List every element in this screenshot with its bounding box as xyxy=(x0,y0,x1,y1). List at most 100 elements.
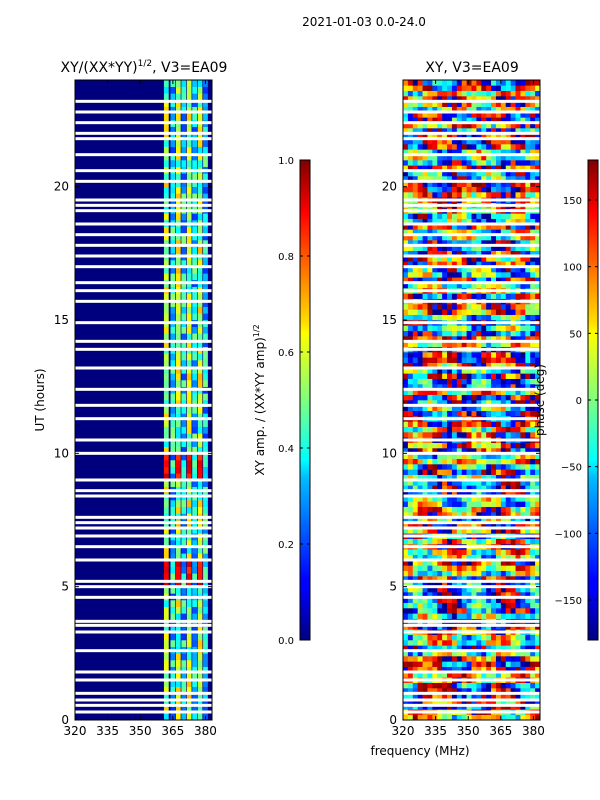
heatmap-cell xyxy=(500,138,507,145)
heatmap-cell xyxy=(530,522,536,529)
heatmap-cell xyxy=(407,613,414,619)
heatmap-cell xyxy=(471,96,477,102)
heatmap-cell xyxy=(495,357,502,363)
heatmap-cell xyxy=(456,330,463,337)
heatmap-cell xyxy=(175,113,181,121)
heatmap-cell xyxy=(447,570,453,577)
heatmap-cell xyxy=(403,490,409,497)
heatmap-cell xyxy=(471,272,477,278)
heatmap-cell xyxy=(407,352,414,358)
heatmap-cell xyxy=(447,229,453,235)
heatmap-cell xyxy=(181,293,187,301)
heatmap-cell xyxy=(442,576,448,582)
heatmap-cell xyxy=(192,453,197,461)
heatmap-cell xyxy=(407,645,414,651)
heatmap-cell xyxy=(491,448,497,454)
heatmap-cell xyxy=(456,250,463,257)
heatmap-cell xyxy=(456,714,463,721)
heatmap-cell xyxy=(403,149,409,155)
heatmap-cell xyxy=(197,600,203,607)
heatmap-cell xyxy=(535,378,541,385)
heatmap-cell xyxy=(170,526,176,534)
heatmap-cell xyxy=(403,133,409,139)
heatmap-cell xyxy=(447,469,453,475)
heatmap-cell xyxy=(447,426,453,433)
heatmap-cell xyxy=(422,341,428,347)
heatmap-cell xyxy=(163,606,169,614)
x-tick-label: 320 xyxy=(64,724,87,738)
heatmap-cell xyxy=(163,580,169,587)
heatmap-cell xyxy=(432,80,438,86)
heatmap-cell xyxy=(525,101,531,107)
heatmap-cell xyxy=(466,192,472,198)
heatmap-cell xyxy=(510,330,516,337)
heatmap-cell xyxy=(181,540,187,547)
heatmap-cell xyxy=(163,693,169,701)
heatmap-cell xyxy=(403,554,409,561)
heatmap-cell xyxy=(471,117,477,123)
heatmap-cell xyxy=(412,394,418,401)
heatmap-cell xyxy=(510,693,516,699)
heatmap-cell xyxy=(186,366,192,374)
heatmap-cell xyxy=(403,512,409,518)
heatmap-cell xyxy=(525,405,531,411)
heatmap-cell xyxy=(203,586,208,594)
heatmap-cell xyxy=(422,597,428,603)
heatmap-cell xyxy=(466,378,472,385)
heatmap-cell xyxy=(530,490,536,497)
heatmap-cell xyxy=(186,233,192,241)
heatmap-cell xyxy=(535,496,541,502)
heatmap-cell xyxy=(476,149,482,155)
heatmap-cell xyxy=(486,410,492,417)
heatmap-cell xyxy=(163,660,169,667)
heatmap-cell xyxy=(181,693,187,701)
heatmap-cell xyxy=(486,128,492,134)
heatmap-cell xyxy=(197,226,203,234)
heatmap-cell xyxy=(422,373,428,379)
heatmap-cell xyxy=(197,580,203,587)
heatmap-cell xyxy=(456,693,463,699)
heatmap-cell xyxy=(442,176,448,182)
heatmap-cell xyxy=(471,362,477,369)
heatmap-cell xyxy=(486,181,492,187)
heatmap-cell xyxy=(432,218,438,225)
heatmap-cell xyxy=(203,393,208,401)
heatmap-cell xyxy=(476,96,482,102)
heatmap-cell xyxy=(197,186,203,194)
heatmap-cell xyxy=(466,138,472,145)
heatmap-cell xyxy=(417,400,423,406)
heatmap-cell xyxy=(442,682,448,689)
heatmap-cell xyxy=(451,352,458,358)
heatmap-cell xyxy=(451,362,458,369)
heatmap-cell xyxy=(530,517,536,523)
heatmap-cell xyxy=(163,540,169,547)
heatmap-cell xyxy=(432,165,438,171)
heatmap-cell xyxy=(491,154,497,161)
heatmap-cell xyxy=(437,304,443,310)
heatmap-cell xyxy=(442,400,448,406)
heatmap-cell xyxy=(495,112,502,118)
heatmap-cell xyxy=(442,378,448,385)
heatmap-cell xyxy=(422,688,428,694)
heatmap-cell xyxy=(486,309,492,315)
heatmap-cell xyxy=(525,522,531,529)
heatmap-cell xyxy=(437,85,443,91)
heatmap-cell xyxy=(422,144,428,150)
heatmap-cell xyxy=(525,512,531,518)
heatmap-cell xyxy=(491,128,497,134)
heatmap-cell xyxy=(432,181,438,187)
heatmap-cell xyxy=(451,229,458,235)
heatmap-cell xyxy=(203,506,208,514)
heatmap-cell xyxy=(417,432,423,438)
heatmap-cell xyxy=(486,282,492,289)
heatmap-cell xyxy=(535,400,541,406)
heatmap-cell xyxy=(175,693,181,701)
heatmap-cell xyxy=(481,133,487,139)
heatmap-cell xyxy=(417,650,423,657)
heatmap-cell xyxy=(442,613,448,619)
flagged-row xyxy=(75,203,212,207)
heatmap-cell xyxy=(500,352,507,358)
heatmap-cell xyxy=(535,373,541,379)
heatmap-cell xyxy=(471,421,477,427)
heatmap-cell xyxy=(481,645,487,651)
